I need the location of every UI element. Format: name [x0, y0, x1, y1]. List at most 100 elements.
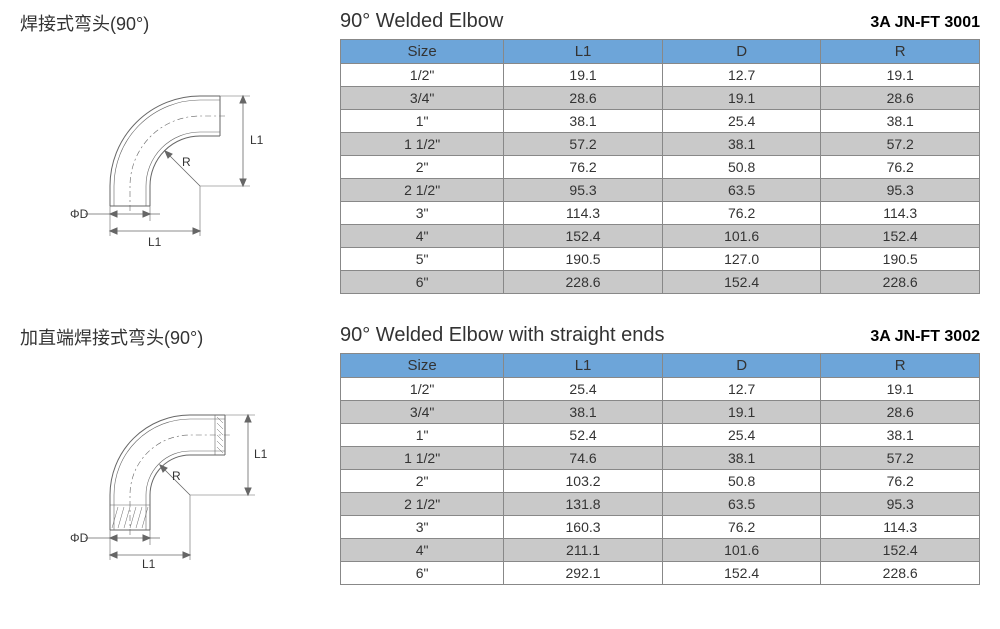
table-cell: 25.4	[504, 378, 663, 401]
label-l1r-1: L1	[250, 133, 264, 147]
table-cell: 12.7	[662, 64, 821, 87]
table-row: 5"190.5127.0190.5	[341, 248, 980, 271]
label-phid-2: ΦD	[70, 531, 89, 545]
table-cell: 19.1	[821, 378, 980, 401]
table-cell: 152.4	[821, 225, 980, 248]
table-cell: 2"	[341, 156, 504, 179]
table-cell: 12.7	[662, 378, 821, 401]
table-cell: 228.6	[821, 562, 980, 585]
table-cell: 38.1	[821, 110, 980, 133]
table-cell: 28.6	[821, 401, 980, 424]
section-welded-elbow: 焊接式弯头(90°)	[20, 10, 980, 294]
table-cell: 103.2	[504, 470, 663, 493]
table-cell: 114.3	[821, 202, 980, 225]
table-cell: 76.2	[662, 202, 821, 225]
elbow-diagram-2: ΦD L1 L1 R	[50, 370, 280, 570]
table-cell: 190.5	[504, 248, 663, 271]
table-cell: 57.2	[821, 447, 980, 470]
table-cell: 19.1	[662, 401, 821, 424]
table-cell: 50.8	[662, 156, 821, 179]
table-cell: 38.1	[504, 110, 663, 133]
table-cell: 1/2"	[341, 64, 504, 87]
table-cell: 95.3	[504, 179, 663, 202]
table-cell: 63.5	[662, 493, 821, 516]
elbow-diagram-1: ΦD L1 L1 R	[50, 56, 280, 246]
table-cell: 114.3	[504, 202, 663, 225]
table-cell: 4"	[341, 539, 504, 562]
table-cell: 74.6	[504, 447, 663, 470]
column-header: L1	[504, 354, 663, 378]
table-cell: 38.1	[821, 424, 980, 447]
left-column-1: 焊接式弯头(90°)	[20, 10, 340, 246]
table-row: 1/2"19.112.719.1	[341, 64, 980, 87]
column-header: L1	[504, 40, 663, 64]
table-cell: 2 1/2"	[341, 493, 504, 516]
table-header-1: 90° Welded Elbow 3A JN-FT 3001	[340, 10, 980, 33]
spec-table-2: SizeL1DR 1/2"25.412.719.13/4"38.119.128.…	[340, 353, 980, 585]
table-row: 1 1/2"57.238.157.2	[341, 133, 980, 156]
right-column-1: 90° Welded Elbow 3A JN-FT 3001 SizeL1DR …	[340, 10, 980, 294]
table-cell: 1"	[341, 424, 504, 447]
table-row: 3/4"38.119.128.6	[341, 401, 980, 424]
table-cell: 131.8	[504, 493, 663, 516]
label-r-1: R	[182, 155, 191, 169]
table-row: 1"38.125.438.1	[341, 110, 980, 133]
table-cell: 4"	[341, 225, 504, 248]
table-cell: 6"	[341, 271, 504, 294]
table-cell: 38.1	[662, 447, 821, 470]
label-l1b-2: L1	[142, 557, 156, 570]
label-l1b-1: L1	[148, 235, 162, 246]
column-header: R	[821, 354, 980, 378]
part-code-1: 3A JN-FT 3001	[870, 14, 980, 32]
table-cell: 52.4	[504, 424, 663, 447]
table-cell: 76.2	[821, 156, 980, 179]
table-cell: 76.2	[821, 470, 980, 493]
table-cell: 1/2"	[341, 378, 504, 401]
table-row: 4"152.4101.6152.4	[341, 225, 980, 248]
table-cell: 292.1	[504, 562, 663, 585]
table-cell: 19.1	[821, 64, 980, 87]
table-cell: 57.2	[504, 133, 663, 156]
spec-table-1: SizeL1DR 1/2"19.112.719.13/4"28.619.128.…	[340, 39, 980, 294]
table-cell: 38.1	[662, 133, 821, 156]
table-cell: 25.4	[662, 110, 821, 133]
table-cell: 190.5	[821, 248, 980, 271]
table-cell: 228.6	[821, 271, 980, 294]
table-head-row-2: SizeL1DR	[341, 354, 980, 378]
table-cell: 1"	[341, 110, 504, 133]
table-row: 6"292.1152.4228.6	[341, 562, 980, 585]
table-row: 1"52.425.438.1	[341, 424, 980, 447]
label-r-2: R	[172, 469, 181, 483]
table-header-2: 90° Welded Elbow with straight ends 3A J…	[340, 324, 980, 347]
left-column-2: 加直端焊接式弯头(90°)	[20, 324, 340, 570]
table-row: 3"114.376.2114.3	[341, 202, 980, 225]
table-cell: 211.1	[504, 539, 663, 562]
table-cell: 6"	[341, 562, 504, 585]
table-cell: 2 1/2"	[341, 179, 504, 202]
table-cell: 127.0	[662, 248, 821, 271]
cn-title-2: 加直端焊接式弯头(90°)	[20, 324, 340, 350]
table-cell: 152.4	[662, 271, 821, 294]
table-cell: 76.2	[662, 516, 821, 539]
table-cell: 19.1	[662, 87, 821, 110]
en-title-2: 90° Welded Elbow with straight ends	[340, 324, 664, 347]
table-cell: 19.1	[504, 64, 663, 87]
table-cell: 152.4	[662, 562, 821, 585]
table-cell: 2"	[341, 470, 504, 493]
table-cell: 3/4"	[341, 401, 504, 424]
table-cell: 3/4"	[341, 87, 504, 110]
column-header: Size	[341, 354, 504, 378]
table-row: 2 1/2"95.363.595.3	[341, 179, 980, 202]
table-cell: 3"	[341, 516, 504, 539]
table-cell: 160.3	[504, 516, 663, 539]
table-cell: 28.6	[504, 87, 663, 110]
table-cell: 76.2	[504, 156, 663, 179]
table-row: 6"228.6152.4228.6	[341, 271, 980, 294]
table-row: 2"76.250.876.2	[341, 156, 980, 179]
table-cell: 50.8	[662, 470, 821, 493]
table-cell: 95.3	[821, 179, 980, 202]
table-row: 1 1/2"74.638.157.2	[341, 447, 980, 470]
table-row: 3"160.376.2114.3	[341, 516, 980, 539]
table-cell: 101.6	[662, 225, 821, 248]
label-l1r-2: L1	[254, 447, 268, 461]
